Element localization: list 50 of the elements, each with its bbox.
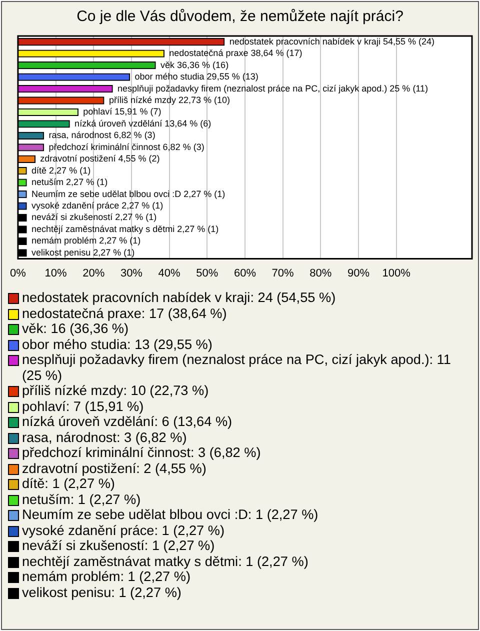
text: nedostatek pracovních nabídek v kraji: 24 (54,55 %): [22, 290, 336, 306]
text: dítě: 1 (2,27 %): [22, 476, 115, 492]
data-label: Neumím ze sebe udělat blbou ovci :D 2,27 % (1): [32, 188, 226, 199]
x-tick-label: 80%: [310, 267, 332, 280]
text: velikost penisu: 1 (2,27 %): [22, 584, 182, 600]
text: zdravotní postižení: 2 (4,55 %): [22, 460, 206, 476]
data-label: nedostatečná praxe 38,64 % (17): [169, 48, 302, 58]
text: vysoké zdanění práce: 1 (2,27 %): [22, 522, 225, 538]
x-tick-label: 40%: [158, 267, 181, 280]
text: nízká úroveň vzdělání: 6 (13,64 %): [22, 414, 232, 430]
x-tick-label: 70%: [272, 267, 294, 280]
data-label: nedostatek pracovních nabídek v kraji 54,55 % (24): [229, 36, 434, 46]
text: netuším: 1 (2,27 %): [22, 492, 141, 507]
data-label: věk 36,36 % (16): [160, 60, 229, 70]
x-tick-label: 10%: [44, 267, 68, 280]
data-label: příliš nízké mzdy 22,73 % (10): [108, 94, 230, 105]
data-label: vysoké zdanění práce 2,27 % (1): [32, 200, 164, 211]
x-tick-label: 30%: [120, 267, 143, 280]
text: nechtějí zaměstnávat matky s dětmi: 1 (2,27 %): [22, 554, 308, 569]
data-label: obor mého studia 29,55 % (13): [134, 72, 258, 82]
data-label: nesplňuji požadavky firem (neznalost práce na PC, cizí jakyk apod.) 25 % (11): [118, 83, 428, 94]
text: nesplňuji požadavky firem (neznalost práce na PC, cizí jakyk apod.): 11 (25 %): [22, 352, 452, 383]
data-label: pohlaví 15,91 % (7): [83, 106, 162, 117]
text: předchozí kriminální činnost: 3 (6,82 %): [22, 445, 261, 460]
data-label: dítě 2,27 % (1): [32, 165, 91, 176]
data-label: nechtějí zaměstnávat matky s dětmi 2,27 % (1): [32, 224, 219, 234]
text: nemám problém: 1 (2,27 %): [22, 569, 190, 584]
text: příliš nízké mzdy: 10 (22,73 %): [22, 383, 209, 398]
x-tick-label: 0%: [10, 267, 26, 280]
data-label: velikost penisu 2,27 % (1): [32, 247, 135, 258]
data-label: neváží si zkušeností 2,27 % (1): [32, 212, 157, 222]
x-tick-label: 20%: [82, 267, 105, 280]
data-label: nemám problém 2,27 % (1): [32, 236, 141, 246]
x-tick-label: 50%: [196, 267, 218, 280]
text: obor mého studia: 13 (29,55 %): [22, 336, 212, 352]
data-label: předchozí kriminální činnost 6,82 % (3): [48, 142, 204, 152]
text: Neumím ze sebe udělat blbou ovci :D: 1 (2,27 %): [22, 507, 318, 522]
text: nedostatečná praxe: 17 (38,64 %): [22, 306, 227, 321]
text: pohlaví: 7 (15,91 %): [22, 398, 144, 414]
x-tick-label: 100%: [382, 267, 411, 280]
x-tick-label: 90%: [347, 267, 370, 280]
text: rasa, národnost: 3 (6,82 %): [22, 430, 187, 445]
x-tick-label: 60%: [234, 267, 256, 280]
data-label: zdravotní postižení 4,55 % (2): [40, 154, 160, 164]
text: věk: 16 (36,36 %): [22, 321, 129, 336]
text: neváží si zkušeností: 1 (2,27 %): [22, 538, 215, 554]
data-label: netuším 2,27 % (1): [32, 177, 108, 188]
data-label: rasa, národnost 6,82 % (3): [48, 130, 156, 140]
chart-title: Co je dle Vás důvodem, že nemůžete najít práci?: [76, 8, 404, 25]
data-label: nízká úroveň vzdělání 13,64 % (6): [74, 118, 212, 128]
